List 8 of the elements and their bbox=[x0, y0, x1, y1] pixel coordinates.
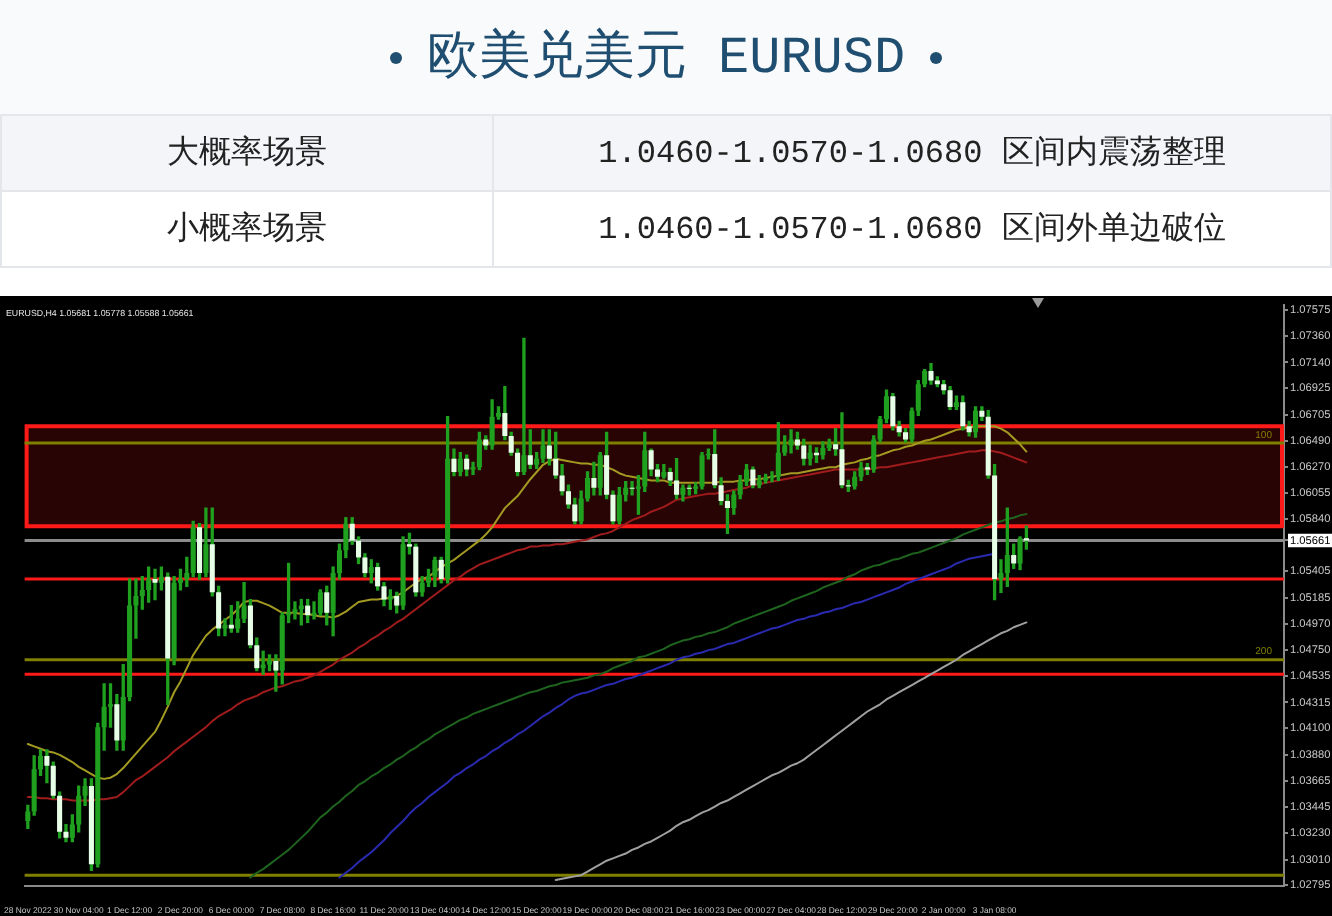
text: 大概率场景 bbox=[1, 115, 493, 191]
candlestick bbox=[521, 337, 527, 476]
candlestick bbox=[788, 429, 794, 454]
text: 小概率场景 bbox=[1, 191, 493, 267]
candlestick bbox=[152, 568, 158, 601]
text: 1.0460-1.0570-1.0680 区间内震荡整理 bbox=[493, 115, 1331, 191]
text: 1.0460-1.0570-1.0680 区间外单边破位 bbox=[493, 191, 1331, 267]
text: 欧美兑美元 EURUSD bbox=[426, 27, 906, 87]
